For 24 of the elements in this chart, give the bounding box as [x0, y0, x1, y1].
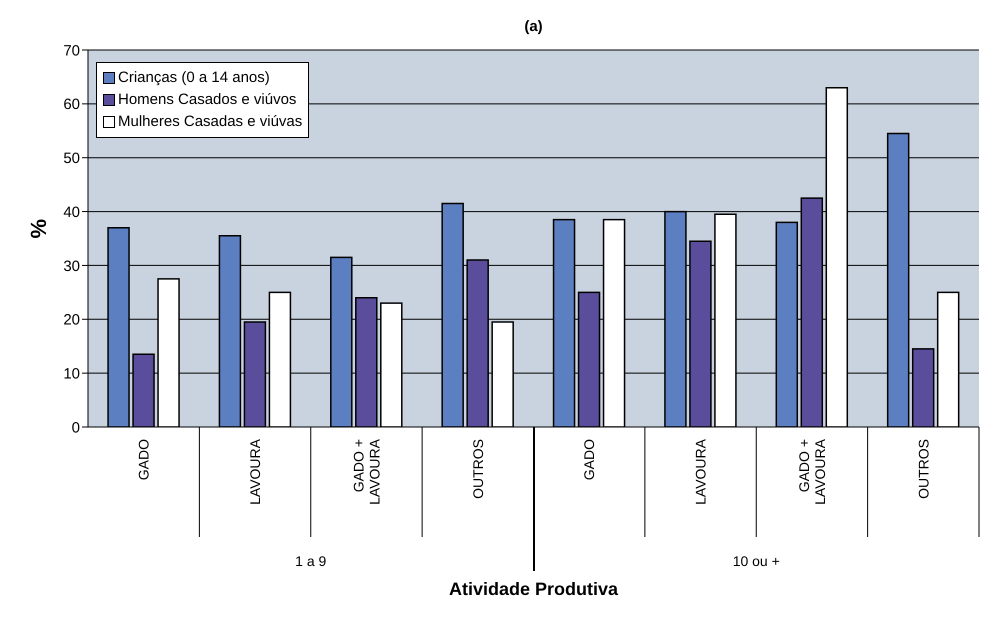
y-tick-label: 50 — [63, 150, 80, 168]
x-tick-label: GADO — [581, 438, 598, 480]
y-axis-title: % — [26, 218, 51, 238]
y-tick-label: 70 — [63, 42, 80, 60]
x-tick-label: OUTROS — [470, 439, 486, 499]
x-tick-label: LAVOURA — [247, 438, 264, 505]
x-tick-label: GADO + LAVOURA — [350, 438, 382, 505]
y-tick-label: 40 — [63, 204, 80, 221]
x-tick-label: OUTROS — [915, 439, 932, 499]
x-tick-label: GADO + LAVOURA — [796, 438, 828, 505]
chart-title: (a) — [523, 18, 544, 35]
y-tick-label: 20 — [63, 312, 80, 329]
legend-label: Mulheres Casadas e viúvas — [118, 112, 302, 132]
text: 10 ou + — [732, 553, 781, 569]
x-tick-label: LAVOURA — [692, 438, 709, 505]
x-axis-title: Atividade Produtiva — [448, 579, 620, 600]
legend-label: Crianças (0 a 14 anos) — [118, 68, 270, 88]
y-tick-label: 10 — [63, 365, 80, 382]
y-tick-label: 0 — [72, 419, 80, 436]
legend-label: Homens Casados e viúvos — [118, 90, 296, 110]
text: 1 a 9 — [294, 553, 328, 569]
x-tick-label: GADO — [136, 438, 152, 480]
y-tick-label: 30 — [63, 258, 80, 275]
y-tick-label: 60 — [63, 96, 80, 114]
